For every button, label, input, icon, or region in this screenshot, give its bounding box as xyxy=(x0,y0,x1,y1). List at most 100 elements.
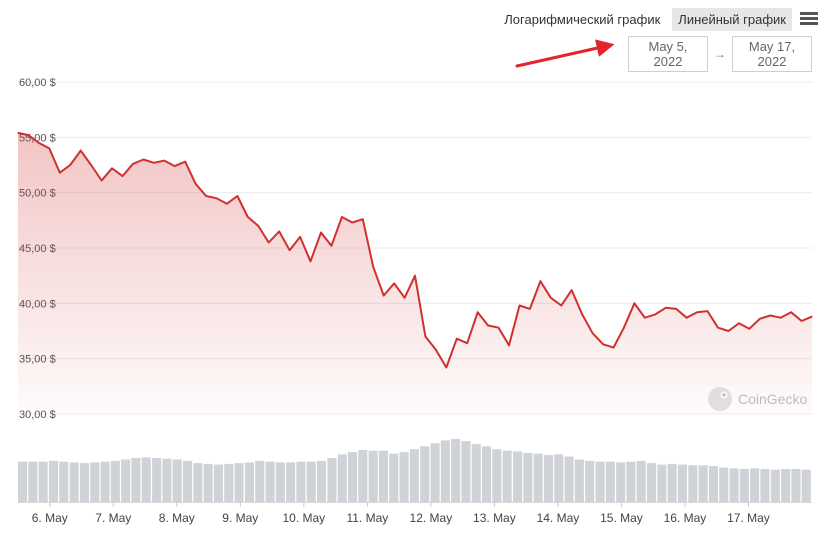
price-point xyxy=(27,134,29,136)
volume-bar xyxy=(750,468,760,502)
coingecko-logo-icon xyxy=(708,387,732,411)
price-point xyxy=(539,280,542,282)
price-point xyxy=(633,302,636,304)
x-tick-label: 15. May xyxy=(600,511,643,525)
price-point xyxy=(59,172,61,174)
x-tick-label: 17. May xyxy=(727,511,770,525)
price-point xyxy=(696,311,698,313)
range-arrow-icon: → xyxy=(714,47,726,61)
volume-bar xyxy=(461,441,471,502)
price-point xyxy=(341,216,343,218)
price-point xyxy=(90,164,92,166)
volume-bar xyxy=(172,459,182,502)
price-point xyxy=(101,179,103,182)
price-point xyxy=(759,318,761,320)
x-tick-label: 7. May xyxy=(95,511,131,525)
price-point xyxy=(132,163,134,165)
volume-bar xyxy=(677,464,687,502)
price-point xyxy=(289,249,291,251)
price-point xyxy=(801,320,803,322)
volume-bar xyxy=(698,465,708,502)
volume-bar xyxy=(471,444,481,502)
volume-bar xyxy=(110,460,120,502)
price-point xyxy=(727,330,730,332)
volume-bar xyxy=(306,461,316,502)
volume-bar xyxy=(368,450,378,502)
volume-bar xyxy=(523,452,533,502)
price-point xyxy=(404,297,406,299)
volume-bar xyxy=(193,463,203,502)
log-chart-button[interactable]: Логарифмический график xyxy=(504,11,661,27)
hamburger-menu-icon[interactable] xyxy=(800,12,818,26)
volume-bar xyxy=(770,469,780,502)
volume-bar xyxy=(69,462,79,502)
volume-bar xyxy=(389,453,399,502)
price-point xyxy=(424,335,426,338)
price-point xyxy=(435,349,437,351)
volume-bar xyxy=(719,467,729,502)
x-tick-label: 13. May xyxy=(473,511,516,525)
volume-bar xyxy=(141,457,151,502)
price-point xyxy=(508,344,510,346)
price-point xyxy=(550,297,552,299)
volume-bar xyxy=(348,452,358,502)
volume-bar xyxy=(255,460,265,502)
volume-bar xyxy=(739,469,749,502)
volume-bar xyxy=(708,466,718,502)
x-tick-label: 8. May xyxy=(159,511,195,525)
x-tick-label: 11. May xyxy=(346,511,388,525)
price-point xyxy=(466,342,468,344)
volume-bar xyxy=(647,463,657,502)
coingecko-watermark: CoinGecko xyxy=(708,387,807,411)
volume-bar xyxy=(131,458,141,502)
price-point xyxy=(790,311,792,313)
volume-bar xyxy=(729,468,739,502)
volume-bar xyxy=(554,454,564,502)
range-start-input[interactable]: May 5, 2022 xyxy=(628,36,708,72)
volume-bar xyxy=(430,443,440,502)
price-point xyxy=(80,150,82,152)
volume-bar xyxy=(48,460,58,502)
volume-bar xyxy=(213,464,223,502)
volume-bar xyxy=(760,469,770,502)
volume-bar xyxy=(513,451,523,502)
x-tick-label: 16. May xyxy=(664,511,707,525)
price-point xyxy=(257,225,259,227)
price-point xyxy=(48,147,50,149)
price-point xyxy=(706,310,709,312)
volume-bar xyxy=(543,455,553,502)
price-point xyxy=(592,332,594,334)
watermark-text: CoinGecko xyxy=(738,391,807,407)
price-area xyxy=(18,132,812,414)
range-end-input[interactable]: May 17, 2022 xyxy=(732,36,812,72)
volume-bar xyxy=(667,463,677,502)
price-point xyxy=(205,195,207,197)
price-point xyxy=(738,322,740,324)
price-point xyxy=(456,338,458,340)
price-point xyxy=(372,266,374,268)
price-point xyxy=(69,164,71,166)
price-point xyxy=(38,142,40,144)
price-point xyxy=(675,308,677,310)
volume-bar xyxy=(688,465,698,502)
volume-bar xyxy=(59,461,69,502)
price-point xyxy=(184,161,186,163)
volume-bar xyxy=(399,452,409,502)
price-point xyxy=(748,328,750,330)
volume-bar xyxy=(492,449,502,502)
price-point xyxy=(665,307,667,309)
volume-bar xyxy=(100,461,110,502)
volume-bar xyxy=(564,456,574,502)
price-point xyxy=(163,160,165,162)
price-point xyxy=(612,347,615,349)
price-point xyxy=(602,343,604,345)
volume-bar xyxy=(90,462,100,502)
linear-chart-button[interactable]: Линейный график xyxy=(672,7,792,31)
volume-bar xyxy=(162,458,172,502)
volume-bar xyxy=(801,469,811,502)
price-point xyxy=(299,236,301,238)
price-point xyxy=(236,195,238,197)
price-point xyxy=(769,314,771,317)
price-point xyxy=(226,203,228,205)
price-point xyxy=(153,162,155,164)
